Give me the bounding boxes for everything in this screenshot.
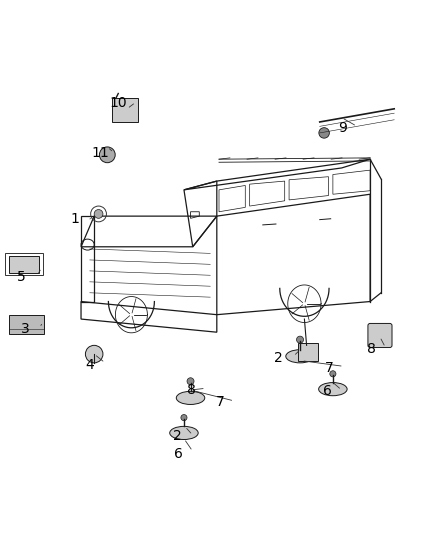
- Circle shape: [85, 345, 103, 363]
- Text: 1: 1: [70, 212, 79, 226]
- Text: 9: 9: [338, 120, 347, 135]
- Text: 6: 6: [174, 447, 183, 461]
- Circle shape: [187, 378, 194, 385]
- Circle shape: [330, 371, 336, 377]
- Circle shape: [181, 415, 187, 421]
- Ellipse shape: [318, 383, 347, 395]
- FancyBboxPatch shape: [298, 343, 318, 361]
- Bar: [9, 255, 39, 273]
- FancyBboxPatch shape: [368, 324, 392, 348]
- Text: 2: 2: [274, 351, 283, 365]
- Text: 8: 8: [187, 383, 196, 397]
- Text: 6: 6: [323, 384, 332, 398]
- Text: 10: 10: [110, 96, 127, 110]
- Text: 2: 2: [173, 430, 182, 443]
- Ellipse shape: [286, 350, 314, 363]
- Circle shape: [99, 147, 115, 163]
- Ellipse shape: [170, 426, 198, 440]
- Circle shape: [94, 209, 103, 219]
- Text: 7: 7: [325, 361, 334, 375]
- FancyBboxPatch shape: [9, 314, 44, 334]
- FancyBboxPatch shape: [112, 98, 138, 122]
- Circle shape: [319, 128, 329, 138]
- Text: 11: 11: [91, 147, 109, 160]
- Text: 7: 7: [215, 395, 224, 409]
- Ellipse shape: [176, 391, 205, 405]
- Text: 4: 4: [85, 358, 94, 372]
- Text: 8: 8: [367, 342, 376, 356]
- Text: 5: 5: [17, 270, 25, 284]
- Circle shape: [297, 336, 304, 343]
- Text: 3: 3: [21, 322, 30, 336]
